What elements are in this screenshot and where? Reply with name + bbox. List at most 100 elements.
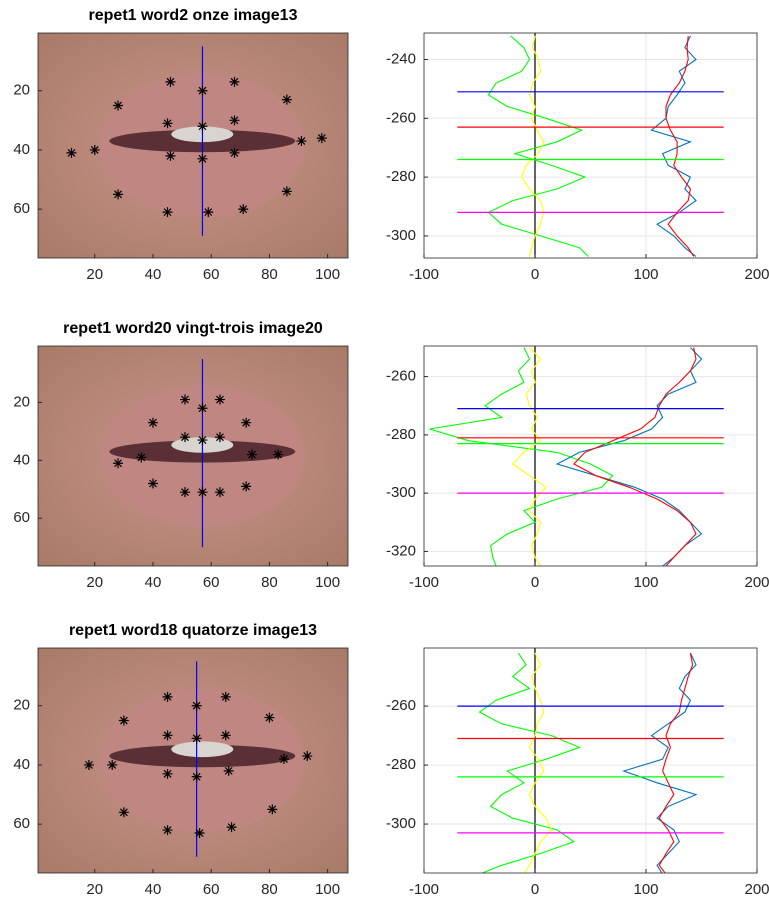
- axes-box: [37, 647, 349, 874]
- plot-area: [424, 648, 757, 873]
- star-marker: [147, 417, 158, 428]
- y-tick-label: -280: [386, 168, 416, 185]
- x-tick-label: 100: [633, 574, 658, 591]
- star-marker: [281, 186, 292, 197]
- star-marker: [197, 435, 208, 446]
- plot-area: [38, 648, 348, 873]
- star-marker: [223, 765, 234, 776]
- star-marker: [191, 733, 202, 744]
- y-tick-label: -320: [386, 542, 416, 559]
- curve: [524, 652, 553, 873]
- teeth: [171, 741, 234, 758]
- axes-box: [423, 647, 758, 874]
- star-marker: [197, 121, 208, 132]
- star-marker: [179, 432, 190, 443]
- star-marker: [113, 189, 124, 200]
- star-marker: [203, 207, 214, 218]
- x-tick-label: 60: [203, 574, 220, 591]
- y-tick-label: -240: [386, 50, 416, 67]
- star-marker: [89, 144, 100, 155]
- star-marker: [214, 487, 225, 498]
- star-marker: [197, 403, 208, 414]
- x-tick-label: 80: [261, 881, 278, 898]
- x-tick-label: 60: [203, 881, 220, 898]
- star-marker: [162, 768, 173, 779]
- star-marker: [214, 394, 225, 405]
- x-tick-label: 80: [261, 266, 278, 283]
- star-marker: [162, 825, 173, 836]
- star-marker: [118, 807, 129, 818]
- x-tick-label: -100: [409, 881, 439, 898]
- plot-area: [38, 346, 348, 566]
- y-tick-label: -280: [386, 756, 416, 773]
- x-tick-label: -100: [409, 574, 439, 591]
- panel: repet1 word18 quatorze image13 20 40 60 80 10…: [13, 622, 349, 898]
- star-marker: [113, 458, 124, 469]
- star-marker: [113, 100, 124, 111]
- star-marker: [220, 730, 231, 741]
- star-marker: [107, 759, 118, 770]
- star-marker: [194, 828, 205, 839]
- star-marker: [296, 136, 307, 147]
- x-tick-label: 60: [203, 266, 220, 283]
- x-tick-label: 100: [633, 266, 658, 283]
- star-marker: [66, 147, 77, 158]
- star-marker: [229, 115, 240, 126]
- x-tick-label: 40: [145, 266, 162, 283]
- axes-box: [423, 345, 758, 567]
- curve: [658, 652, 694, 873]
- star-marker: [264, 712, 275, 723]
- x-tick-label: 200: [744, 266, 769, 283]
- panel: -100 0 100 200 -260 -280 -300: [386, 647, 769, 898]
- star-marker: [229, 147, 240, 158]
- x-tick-label: 80: [261, 574, 278, 591]
- y-tick-label: 40: [13, 756, 30, 773]
- curve: [487, 35, 589, 257]
- y-tick-label: 20: [13, 393, 30, 410]
- star-marker: [197, 85, 208, 96]
- y-tick-label: -300: [386, 815, 416, 832]
- star-marker: [162, 691, 173, 702]
- x-tick-label: 40: [145, 574, 162, 591]
- curve: [478, 652, 581, 873]
- panel: repet1 word20 vingt-trois image20 20 40 60 8…: [13, 320, 349, 591]
- panel: repet1 word2 onze image13 20 40 60 80 100 20 40…: [13, 7, 349, 283]
- x-tick-label: 200: [744, 574, 769, 591]
- x-tick-label: 0: [531, 266, 539, 283]
- plot-area: [424, 346, 757, 566]
- x-tick-label: 100: [315, 266, 340, 283]
- y-tick-label: -260: [386, 697, 416, 714]
- star-marker: [179, 487, 190, 498]
- x-tick-label: 100: [315, 881, 340, 898]
- y-tick-label: 60: [13, 200, 30, 217]
- curve: [572, 347, 697, 566]
- star-marker: [238, 204, 249, 215]
- panel: -100 0 100 200 -240 -260 -280 -300: [386, 32, 769, 283]
- star-marker: [162, 118, 173, 129]
- plot-bg: [424, 346, 757, 566]
- y-tick-label: 20: [13, 82, 30, 99]
- star-marker: [241, 417, 252, 428]
- star-marker: [281, 94, 292, 105]
- axes-box: [37, 32, 349, 259]
- plot-area: [424, 33, 757, 258]
- y-tick-label: -300: [386, 227, 416, 244]
- axes-box: [423, 32, 758, 259]
- curve: [555, 347, 703, 566]
- star-marker: [226, 822, 237, 833]
- panel-title: repet1 word2 onze image13: [89, 7, 298, 24]
- x-tick-label: 20: [86, 266, 103, 283]
- axes-box: [37, 345, 349, 567]
- plot-bg: [424, 33, 757, 258]
- star-marker: [214, 432, 225, 443]
- star-marker: [229, 76, 240, 87]
- star-marker: [165, 150, 176, 161]
- panel-title: repet1 word20 vingt-trois image20: [63, 320, 323, 337]
- star-marker: [162, 730, 173, 741]
- star-marker: [316, 133, 327, 144]
- star-marker: [267, 804, 278, 815]
- star-marker: [136, 452, 147, 463]
- x-tick-label: -100: [409, 266, 439, 283]
- y-tick-label: -280: [386, 426, 416, 443]
- y-tick-label: -260: [386, 368, 416, 385]
